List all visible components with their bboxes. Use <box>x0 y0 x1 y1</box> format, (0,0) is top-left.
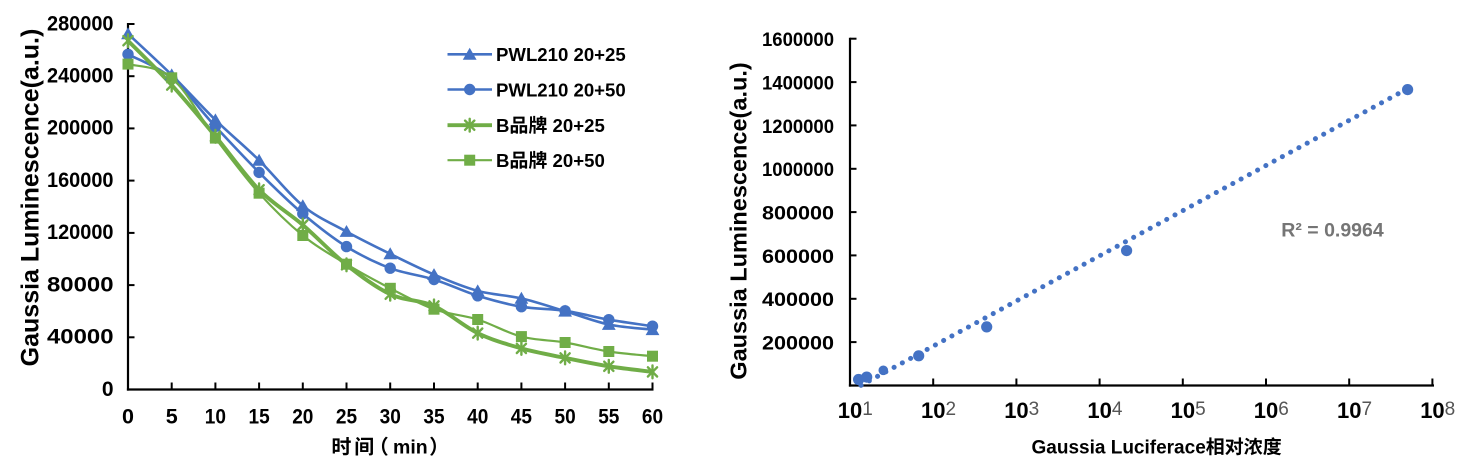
svg-text:Gaussia Luminescence(a.u.): Gaussia Luminescence(a.u.) <box>17 29 45 367</box>
svg-text:35: 35 <box>423 405 444 429</box>
svg-text:60: 60 <box>642 405 663 429</box>
svg-text:30: 30 <box>380 405 401 429</box>
svg-text:50: 50 <box>555 405 576 429</box>
svg-text:1600000: 1600000 <box>762 30 834 51</box>
svg-text:280000: 280000 <box>47 12 114 35</box>
svg-text:PWL210 20+25: PWL210 20+25 <box>496 44 626 65</box>
svg-text:B: B <box>496 115 509 136</box>
svg-text:0: 0 <box>122 405 134 429</box>
svg-text:PWL210 20+50: PWL210 20+50 <box>496 79 626 100</box>
svg-text:600000: 600000 <box>762 247 834 268</box>
svg-text:101: 101 <box>838 398 873 423</box>
svg-text:106: 106 <box>1254 398 1289 423</box>
svg-text:40000: 40000 <box>47 326 114 349</box>
svg-text:55: 55 <box>598 405 619 429</box>
svg-text:1400000: 1400000 <box>762 74 834 95</box>
svg-text:104: 104 <box>1087 398 1122 423</box>
svg-text:Gaussia Luciferace: Gaussia Luciferace <box>1032 438 1206 459</box>
svg-text:102: 102 <box>921 398 956 423</box>
svg-text:25: 25 <box>336 405 357 429</box>
svg-text:45: 45 <box>511 405 532 429</box>
svg-text:120000: 120000 <box>47 221 114 244</box>
svg-text:160000: 160000 <box>47 169 114 192</box>
svg-text:R² = 0.9964: R² = 0.9964 <box>1281 220 1384 242</box>
svg-text:20+50: 20+50 <box>547 150 604 171</box>
svg-text:105: 105 <box>1171 398 1206 423</box>
svg-text:400000: 400000 <box>762 290 834 311</box>
svg-text:20: 20 <box>292 405 313 429</box>
svg-text:200000: 200000 <box>47 117 114 140</box>
svg-text:Gaussia Luminescence(a.u.): Gaussia Luminescence(a.u.) <box>726 62 752 379</box>
svg-text:15: 15 <box>249 405 270 429</box>
svg-text:107: 107 <box>1337 398 1372 423</box>
svg-text:1200000: 1200000 <box>762 117 834 138</box>
svg-text:10: 10 <box>205 405 226 429</box>
svg-text:108: 108 <box>1420 398 1455 423</box>
svg-text:80000: 80000 <box>47 273 114 296</box>
svg-text:B: B <box>496 150 509 171</box>
svg-text:5: 5 <box>166 405 178 429</box>
svg-text:1000000: 1000000 <box>762 160 834 181</box>
svg-text:0: 0 <box>102 378 114 401</box>
svg-text:20+25: 20+25 <box>547 115 604 136</box>
svg-text:103: 103 <box>1004 398 1039 423</box>
svg-text:200000: 200000 <box>762 334 834 355</box>
svg-text:800000: 800000 <box>762 204 834 225</box>
svg-text:min: min <box>393 437 428 459</box>
svg-text:40: 40 <box>467 405 488 429</box>
svg-text:240000: 240000 <box>47 65 114 88</box>
